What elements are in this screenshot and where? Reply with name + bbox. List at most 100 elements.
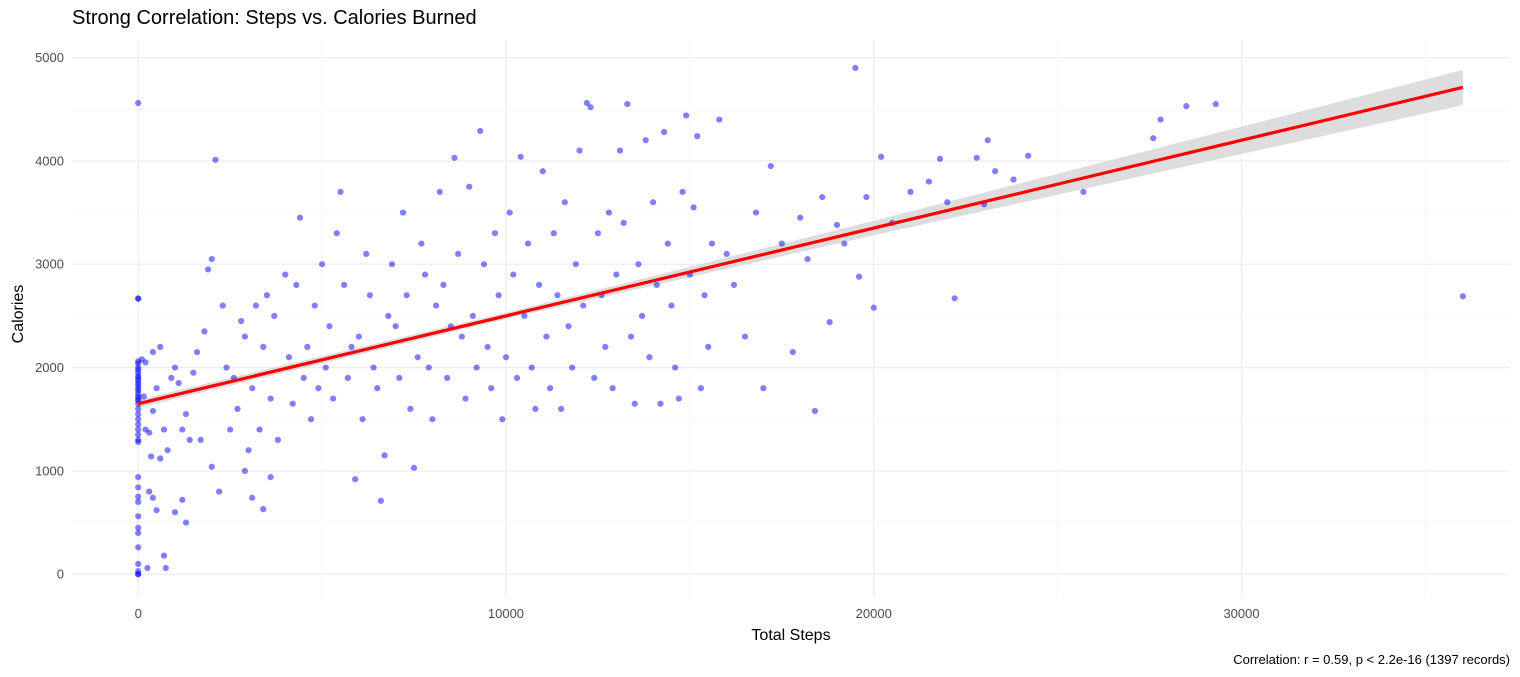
data-point (201, 328, 208, 335)
data-point (708, 240, 716, 247)
data-point (432, 302, 440, 309)
data-point (341, 281, 348, 288)
data-point (425, 364, 432, 371)
data-point (569, 364, 576, 371)
data-point (171, 509, 179, 516)
data-point (162, 564, 169, 572)
data-point (499, 416, 506, 423)
data-point (944, 199, 951, 206)
data-point (249, 385, 256, 392)
data-point (705, 343, 712, 350)
data-point (440, 281, 447, 288)
data-point (488, 385, 495, 392)
data-point (157, 455, 164, 462)
data-point (271, 312, 278, 319)
data-point (458, 333, 465, 340)
data-point (381, 452, 388, 459)
data-point (399, 209, 407, 216)
data-point (649, 199, 657, 206)
data-point (491, 230, 499, 237)
data-point (741, 333, 749, 340)
data-point (135, 524, 142, 531)
data-point (506, 209, 513, 216)
data-point (778, 240, 785, 247)
data-point (260, 343, 267, 350)
data-point (204, 266, 212, 273)
data-point (690, 204, 697, 211)
data-point (212, 156, 219, 163)
data-point (664, 240, 671, 247)
data-point (863, 193, 870, 201)
data-point (160, 426, 168, 433)
data-point (396, 374, 403, 381)
data-point (135, 474, 142, 481)
data-point (992, 168, 999, 175)
data-point (193, 348, 201, 356)
data-point (263, 292, 271, 299)
data-point (182, 410, 190, 418)
data-point (304, 343, 311, 350)
data-point (168, 374, 175, 381)
data-point (510, 271, 517, 278)
data-point (638, 312, 646, 319)
data-point (135, 544, 142, 551)
data-point (289, 400, 296, 407)
data-point (175, 379, 182, 387)
data-point (616, 147, 624, 154)
data-point (377, 497, 385, 504)
data-point (543, 333, 550, 340)
data-point (418, 240, 425, 247)
data-point (605, 209, 613, 216)
data-point (135, 498, 142, 505)
data-point (267, 474, 274, 481)
data-point (135, 426, 142, 433)
y-tick-label: 4000 (35, 153, 64, 168)
data-point (208, 255, 215, 263)
data-point (480, 261, 488, 268)
data-point (804, 255, 811, 263)
data-point (554, 292, 561, 299)
data-point (436, 188, 443, 195)
data-point (646, 354, 653, 361)
data-point (576, 147, 583, 154)
data-point (642, 137, 649, 144)
data-point (164, 447, 171, 454)
data-point (219, 302, 226, 309)
data-point (572, 261, 579, 268)
data-point (135, 493, 142, 500)
y-axis-title: Calories (10, 285, 27, 344)
data-point (285, 354, 293, 361)
data-point (620, 219, 627, 226)
data-point (190, 369, 197, 376)
data-point (234, 405, 241, 412)
data-point (679, 188, 686, 195)
data-point (466, 183, 473, 190)
data-point (385, 312, 392, 319)
data-point (157, 343, 164, 350)
data-point (249, 494, 256, 501)
data-point (135, 295, 142, 302)
tick-label-layer: 0 10000 20000 30000 0 1000 2000 3000 4000 5000 (35, 50, 1260, 621)
y-tick-label: 2000 (35, 360, 64, 375)
data-point (716, 116, 723, 123)
data-point (144, 564, 151, 572)
data-point (855, 273, 863, 280)
y-tick-label: 3000 (35, 257, 64, 272)
data-point (146, 488, 153, 495)
data-point (878, 153, 885, 160)
data-point (160, 552, 168, 559)
data-point (245, 447, 252, 454)
data-point (539, 168, 546, 175)
data-point (135, 416, 142, 423)
data-point (149, 348, 157, 356)
data-point (135, 410, 142, 418)
data-point (252, 302, 259, 309)
data-point (186, 436, 193, 443)
data-point (547, 385, 554, 392)
data-point (841, 240, 848, 247)
data-point (135, 421, 142, 428)
data-point (826, 319, 833, 326)
data-point (260, 506, 267, 513)
data-point (282, 271, 289, 278)
